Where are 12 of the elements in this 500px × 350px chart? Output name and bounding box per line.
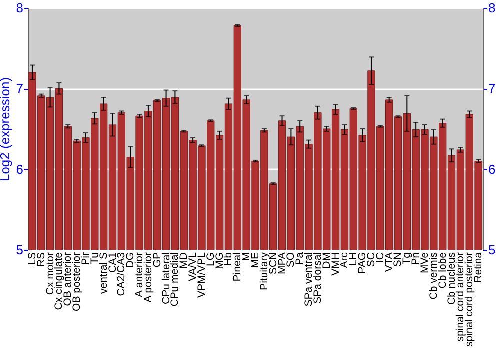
y2-tick-label: 7 <box>488 81 496 96</box>
y-axis-title: Log2 (expression) <box>0 77 12 182</box>
y-tick-label: 8 <box>16 0 24 16</box>
y2-tick-label: 8 <box>488 0 496 16</box>
x-tick-label: Cb lobe <box>436 252 449 289</box>
y2-tick-label: 6 <box>488 162 496 177</box>
y-tick-label: 7 <box>16 81 24 96</box>
y-tick-label: 5 <box>16 242 24 258</box>
y-tick-label: 6 <box>16 162 24 177</box>
y2-tick-label: 5 <box>488 242 496 258</box>
x-tick-label: DG <box>124 252 137 268</box>
x-tick-label: Tg <box>401 252 414 265</box>
